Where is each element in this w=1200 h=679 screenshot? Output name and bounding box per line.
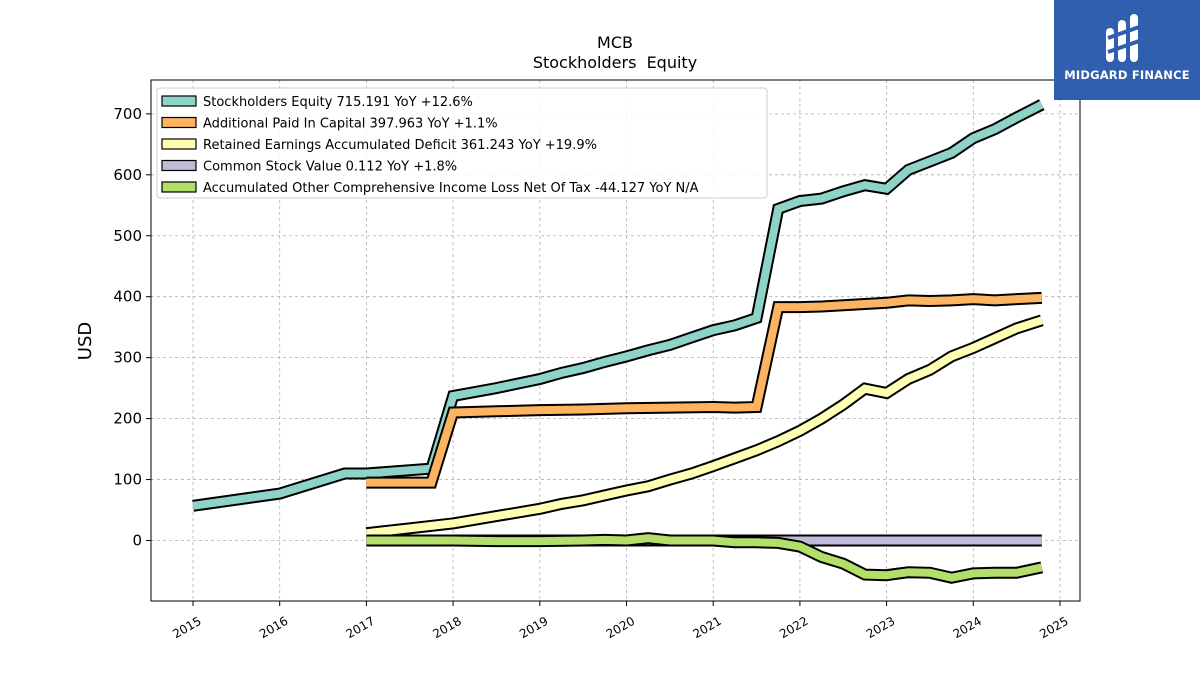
x-tick-label: 2018 <box>430 614 463 641</box>
y-tick-label: 300 <box>113 349 142 367</box>
y-tick-label: 500 <box>113 227 142 245</box>
series-line <box>365 316 1044 538</box>
series-layer <box>192 99 1045 584</box>
y-tick-label: 100 <box>113 471 142 489</box>
legend-swatch <box>161 159 197 172</box>
logo-badge: MIDGARD FINANCE <box>1054 0 1200 100</box>
x-tick-label: 2021 <box>690 614 723 641</box>
legend-label: Additional Paid In Capital 397.963 YoY +… <box>203 117 498 132</box>
legend-swatch <box>161 181 197 193</box>
series-line <box>366 293 1042 487</box>
series-line <box>366 534 1043 582</box>
legend-swatch <box>161 138 197 150</box>
legend-label: Accumulated Other Comprehensive Income L… <box>203 181 699 196</box>
company-name: MIDGARD FINANCE <box>1064 68 1190 82</box>
series-line <box>192 101 1044 510</box>
plot-frame <box>150 79 1081 602</box>
legend-label: Common Stock Value 0.112 YoY +1.8% <box>203 160 457 175</box>
x-tick-label: 2017 <box>344 614 377 641</box>
y-tick-label: 200 <box>113 410 142 428</box>
x-tick-label: 2016 <box>257 614 290 641</box>
legend: Stockholders Equity 715.191 YoY +12.6% Ad… <box>156 87 768 199</box>
series-retained-earnings-accumulated-deficit <box>365 314 1044 540</box>
x-tick-label: 2024 <box>951 614 984 641</box>
x-tick-label: 2025 <box>1037 614 1070 641</box>
legend-label: Stockholders Equity 715.191 YoY +12.6% <box>203 95 473 110</box>
x-tick-label: 2023 <box>864 614 897 641</box>
chart-subtitle: Stockholders Equity <box>533 53 697 72</box>
legend-swatch <box>161 95 197 107</box>
x-tick-label: 2019 <box>517 614 550 641</box>
series-accumulated-other-comprehensive-income-loss-net-of-tax <box>366 532 1044 584</box>
x-tick-label: 2022 <box>777 614 810 641</box>
legend-label: Retained Earnings Accumulated Deficit 36… <box>203 138 597 153</box>
series-additional-paid-in-capital <box>366 291 1043 489</box>
y-tick-label: 600 <box>113 166 142 184</box>
midgard-logo-icon <box>1106 14 1143 62</box>
legend-box <box>156 87 768 199</box>
series-stockholders-equity <box>192 99 1045 512</box>
y-axis-label: USD <box>75 322 96 360</box>
chart-title: MCB <box>597 33 633 52</box>
legend-swatch <box>161 116 197 129</box>
y-tick-label: 700 <box>113 105 142 123</box>
y-tick-label: 400 <box>113 288 142 306</box>
y-tick-label: 0 <box>132 532 142 550</box>
series-outline <box>365 314 1044 540</box>
x-tick-label: 2020 <box>604 614 637 641</box>
x-tick-label: 2015 <box>170 614 203 641</box>
